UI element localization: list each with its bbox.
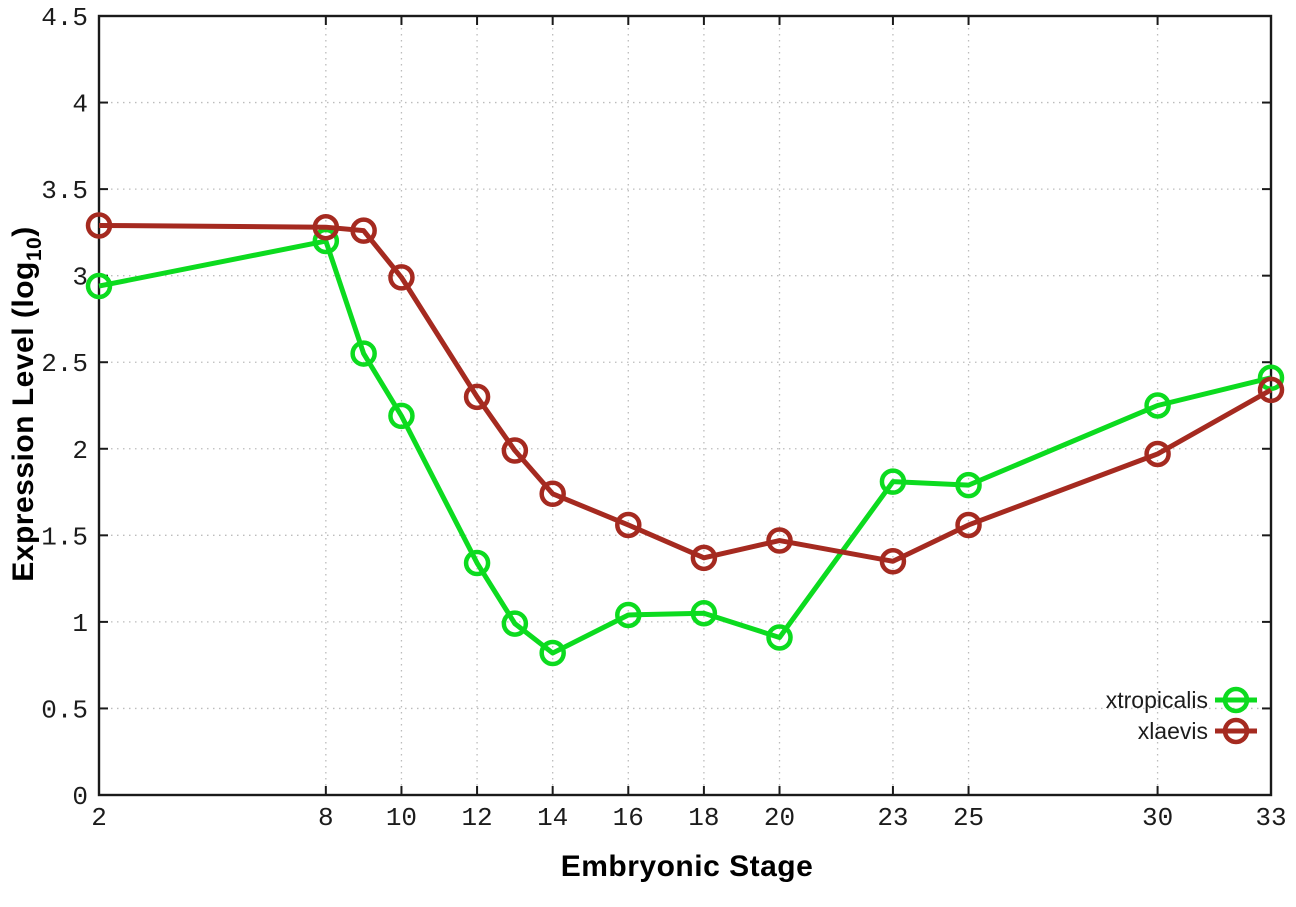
data-point-marker	[539, 639, 566, 667]
y-axis-title-subscript: 10	[23, 236, 46, 262]
y-tick-label: 2	[72, 436, 88, 466]
x-tick-label: 14	[537, 803, 568, 833]
x-tick-label: 20	[764, 803, 795, 833]
data-point-marker	[955, 511, 982, 539]
plot-border	[97, 14, 1273, 797]
y-tick-label: 4.5	[41, 3, 88, 33]
legend-label: xlaevis	[1138, 718, 1208, 744]
y-axis-title-close: )	[7, 226, 40, 237]
x-tick-label: 23	[877, 803, 908, 833]
data-point-marker	[766, 624, 793, 651]
y-axis-title: Expression Level (log10)	[7, 226, 46, 582]
data-point-marker	[955, 471, 982, 499]
data-point-marker	[312, 227, 340, 255]
data-point-marker	[85, 272, 113, 300]
data-point-marker	[615, 601, 642, 629]
series-line	[98, 238, 1272, 656]
data-point-marker	[350, 217, 377, 244]
data-point-marker	[463, 549, 491, 577]
x-tick-label: 25	[953, 803, 984, 833]
x-tick-label: 30	[1142, 803, 1173, 833]
data-point-marker	[85, 212, 113, 239]
series-xtropicalis	[85, 227, 1285, 667]
data-point-marker	[539, 480, 566, 508]
data-point-marker	[501, 610, 529, 637]
y-tick-label: 2.5	[41, 349, 88, 379]
y-tick-label: 1	[72, 609, 88, 639]
y-tick-label: 3.5	[41, 176, 88, 206]
y-tick-label: 4	[72, 90, 88, 120]
x-tick-label: 12	[461, 803, 492, 833]
x-axis-title: Embryonic Stage	[560, 850, 814, 883]
grid	[98, 15, 1272, 796]
data-point-marker	[615, 511, 642, 539]
data-point-marker	[312, 213, 340, 241]
data-point-marker	[766, 527, 793, 554]
data-point-marker	[1144, 440, 1171, 468]
data-point-marker	[1257, 364, 1285, 392]
legend-marker	[1222, 717, 1250, 745]
y-tick-label: 0.5	[41, 695, 88, 725]
data-point-marker	[350, 340, 377, 367]
data-point-marker	[1144, 392, 1171, 419]
x-tick-label: 18	[688, 803, 719, 833]
data-point-marker	[463, 383, 491, 411]
legend-marker	[1222, 686, 1250, 714]
legend: xtropicalis xlaevis	[1106, 686, 1257, 745]
x-tick-label: 16	[613, 803, 644, 833]
y-axis-title-text: Expression Level (log	[7, 261, 40, 582]
x-tick-label: 33	[1255, 803, 1286, 833]
data-point-marker	[690, 599, 718, 627]
y-tick-label: 1.5	[41, 522, 88, 552]
data-point-marker	[879, 548, 907, 575]
data-point-marker	[879, 468, 907, 495]
series-xlaevis	[85, 212, 1285, 575]
x-tick-label: 2	[91, 803, 107, 833]
data-point-marker	[501, 437, 529, 464]
data-point-marker	[388, 264, 415, 291]
data-point-marker	[388, 402, 415, 430]
y-tick-label: 0	[72, 782, 88, 812]
y-tick-label: 3	[72, 263, 88, 293]
axis-ticks: 2 8 10 12 14 16 18 20 23 25 30 33 0 0.5 1 1.5 2 2.5 3 3.5 4 4…	[41, 3, 1286, 833]
data-point-marker	[690, 544, 718, 572]
legend-label: xtropicalis	[1106, 687, 1208, 713]
data-point-marker	[1257, 376, 1285, 404]
x-tick-label: 8	[318, 803, 334, 833]
x-tick-label: 10	[386, 803, 417, 833]
